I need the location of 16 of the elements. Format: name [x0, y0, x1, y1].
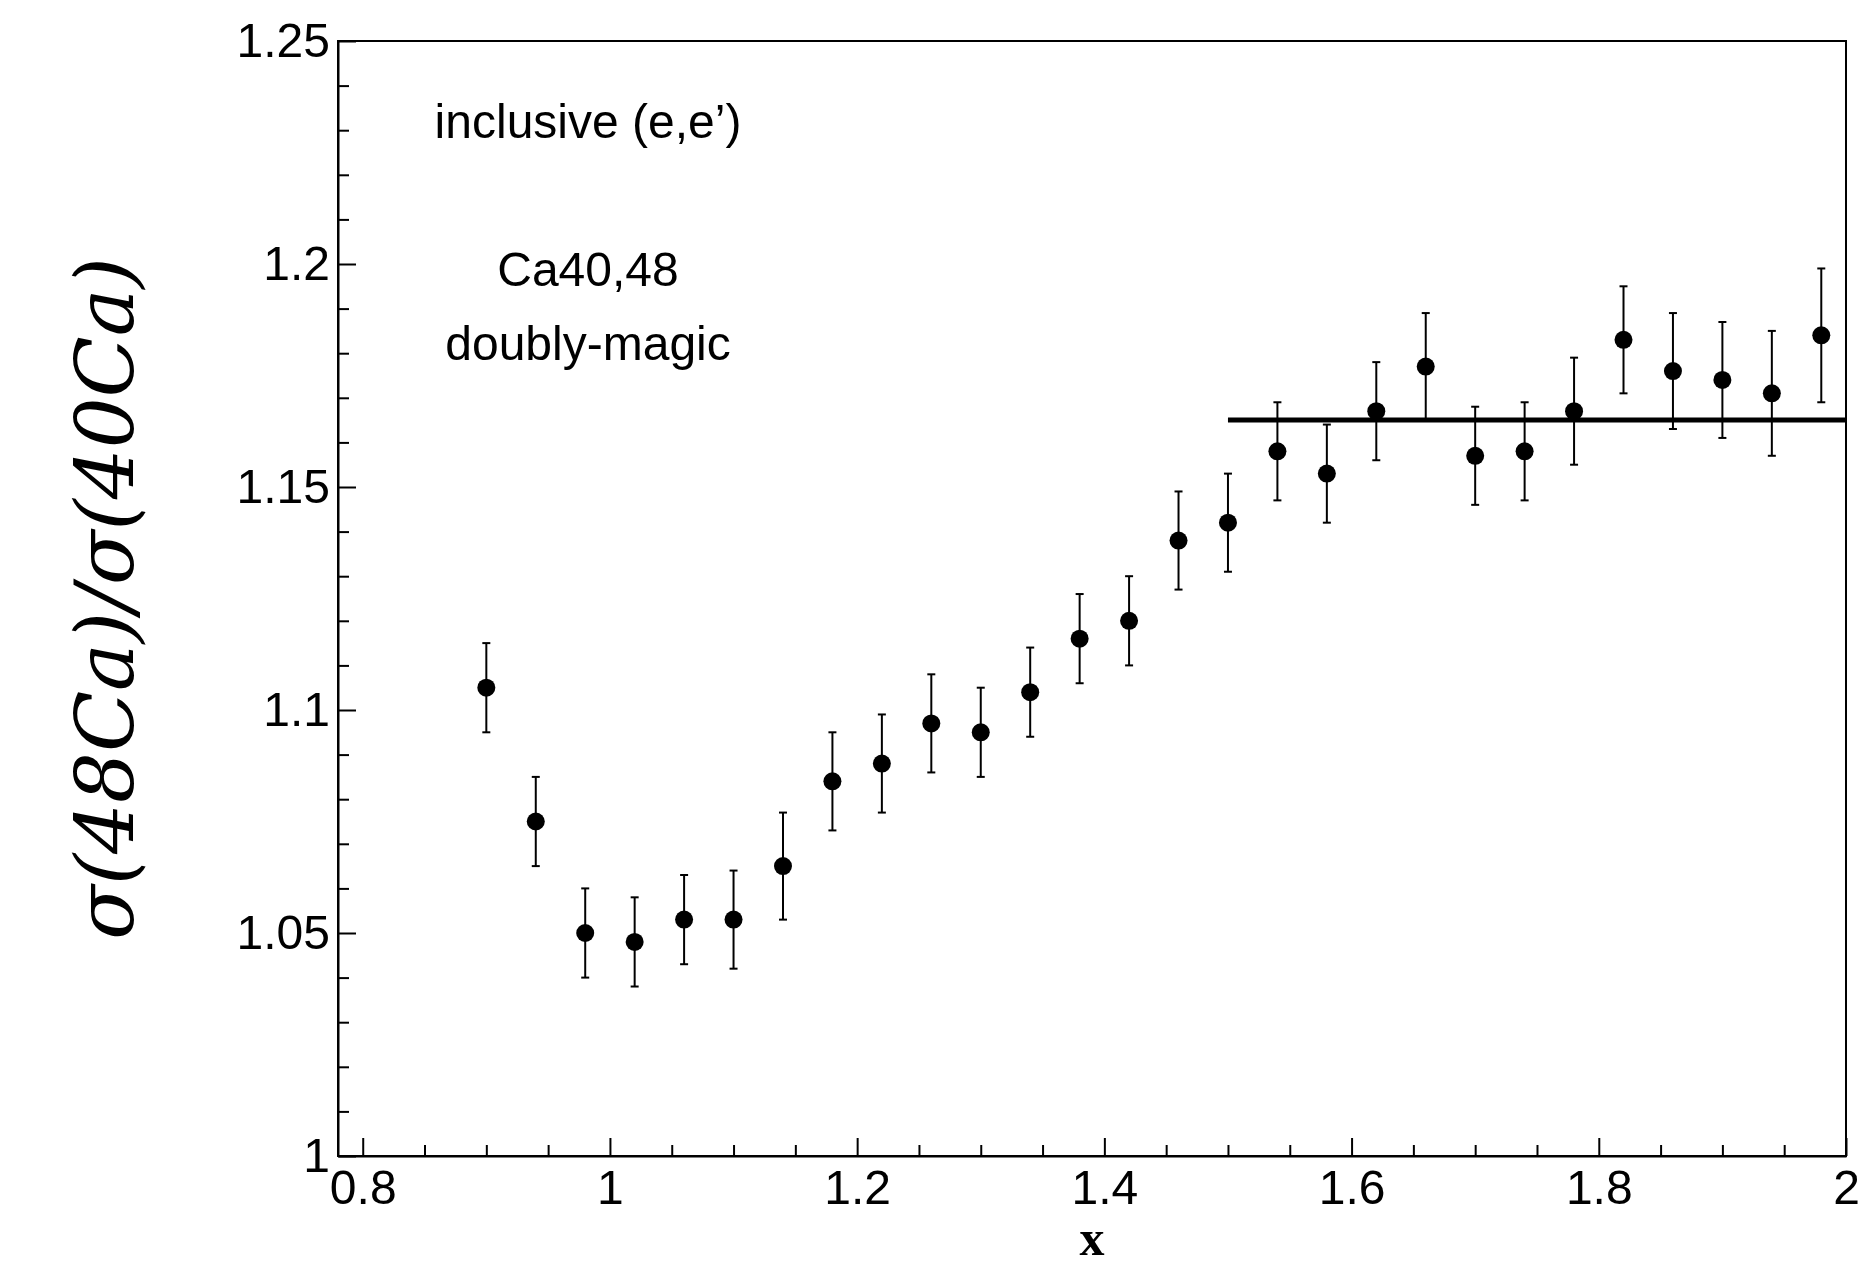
x-tick-label: 1 [597, 1161, 624, 1215]
y-axis-title: σ(48Ca)/σ(40Ca) [59, 257, 152, 940]
x-tick-label: 0.8 [329, 1161, 397, 1215]
x-tick-label: 1.8 [1565, 1161, 1633, 1215]
annotation: doubly-magic [445, 317, 731, 370]
x-tick-label: 2 [1833, 1161, 1860, 1215]
annotation: Ca40,48 [497, 243, 679, 296]
x-tick-label: 1.6 [1318, 1161, 1386, 1215]
y-tick-label: 1.15 [236, 459, 330, 513]
y-tick-label: 1.1 [263, 682, 330, 736]
annotation: inclusive (e,e’) [434, 95, 742, 148]
y-tick-label: 1 [303, 1128, 330, 1182]
y-tick-label: 1.2 [263, 236, 330, 290]
x-tick-label: 1.2 [824, 1161, 892, 1215]
y-tick-label: 1.05 [236, 905, 330, 959]
y-tick-label: 1.25 [236, 13, 330, 67]
